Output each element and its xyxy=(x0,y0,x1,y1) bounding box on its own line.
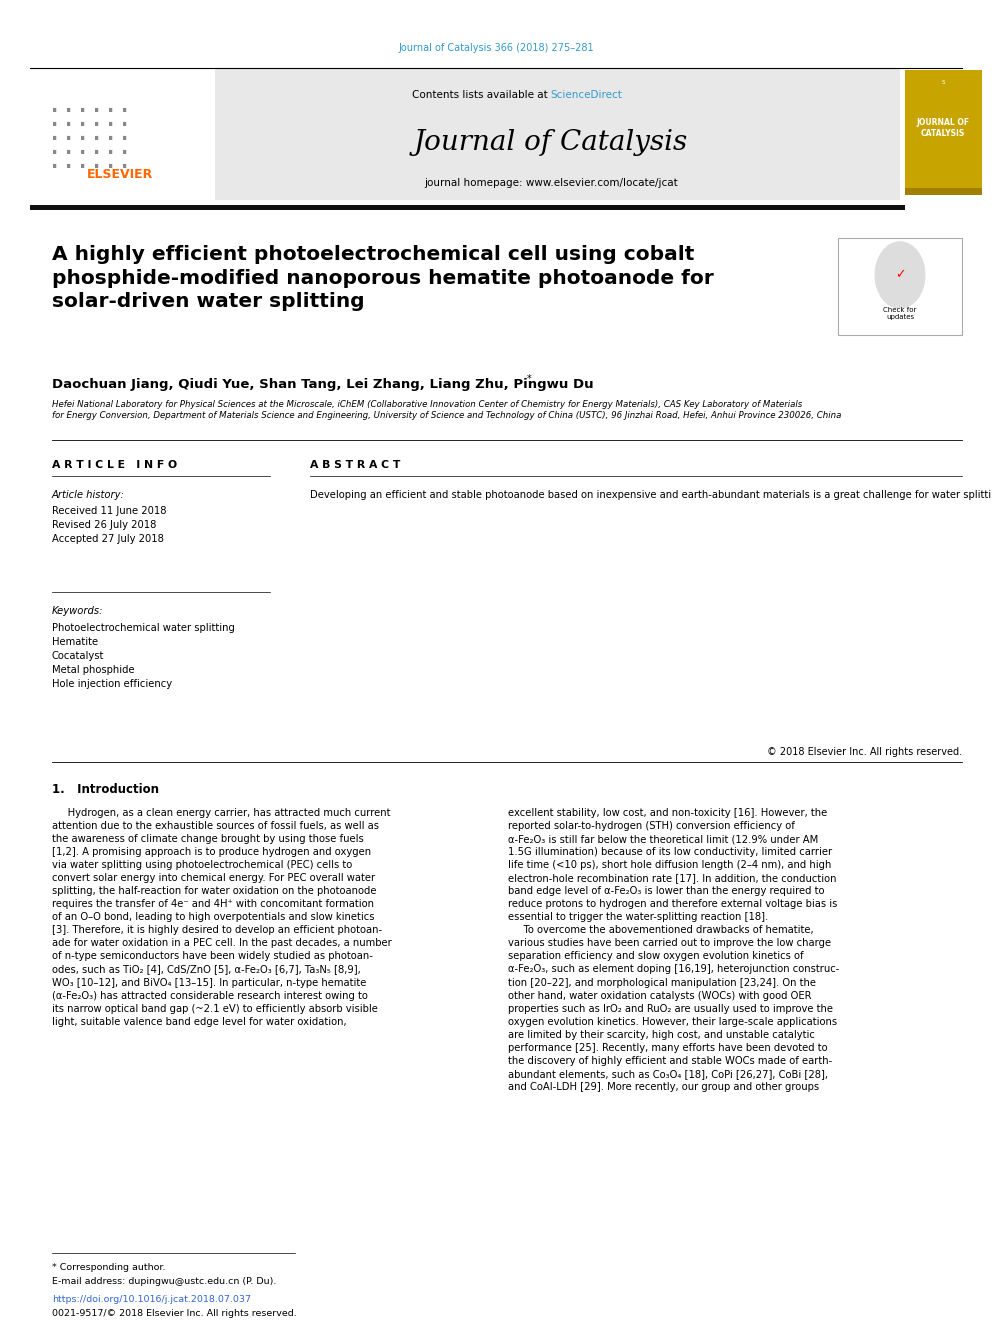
Text: journal homepage: www.elsevier.com/locate/jcat: journal homepage: www.elsevier.com/locat… xyxy=(424,179,678,188)
Text: excellent stability, low cost, and non-toxicity [16]. However, the
reported sola: excellent stability, low cost, and non-t… xyxy=(508,808,839,1091)
Text: █: █ xyxy=(54,108,57,112)
Text: █: █ xyxy=(67,122,70,126)
Text: █: █ xyxy=(109,164,112,168)
Text: █: █ xyxy=(81,108,84,112)
Text: Accepted 27 July 2018: Accepted 27 July 2018 xyxy=(52,534,164,544)
Text: 1.   Introduction: 1. Introduction xyxy=(52,783,159,796)
Text: Cocatalyst: Cocatalyst xyxy=(52,651,104,662)
Text: Developing an efficient and stable photoanode based on inexpensive and earth-abu: Developing an efficient and stable photo… xyxy=(310,490,992,500)
Text: █: █ xyxy=(81,122,84,126)
Text: Hydrogen, as a clean energy carrier, has attracted much current
attention due to: Hydrogen, as a clean energy carrier, has… xyxy=(52,808,392,1027)
Text: █: █ xyxy=(81,149,84,153)
Bar xyxy=(905,188,982,194)
Text: Hefei National Laboratory for Physical Sciences at the Microscale, iChEM (Collab: Hefei National Laboratory for Physical S… xyxy=(52,400,841,421)
Text: █: █ xyxy=(54,164,57,168)
Text: Hematite: Hematite xyxy=(52,636,98,647)
Text: A highly efficient photoelectrochemical cell using cobalt
phosphide-modified nan: A highly efficient photoelectrochemical … xyxy=(52,245,714,311)
Text: █: █ xyxy=(123,164,127,168)
Text: █: █ xyxy=(123,108,127,112)
Text: ScienceDirect: ScienceDirect xyxy=(551,90,622,101)
Text: Metal phosphide: Metal phosphide xyxy=(52,665,135,675)
Text: █: █ xyxy=(95,136,98,140)
Text: █: █ xyxy=(95,149,98,153)
Text: █: █ xyxy=(95,108,98,112)
Text: Article history:: Article history: xyxy=(52,490,125,500)
Text: * Corresponding author.: * Corresponding author. xyxy=(52,1263,166,1271)
Text: Contents lists available at: Contents lists available at xyxy=(412,90,551,101)
Bar xyxy=(905,70,982,194)
Bar xyxy=(30,67,215,200)
Text: 0021-9517/© 2018 Elsevier Inc. All rights reserved.: 0021-9517/© 2018 Elsevier Inc. All right… xyxy=(52,1308,297,1318)
Text: ✓: ✓ xyxy=(895,269,906,282)
Text: █: █ xyxy=(67,164,70,168)
Text: █: █ xyxy=(54,149,57,153)
Text: █: █ xyxy=(54,136,57,140)
Bar xyxy=(215,67,900,200)
Text: █: █ xyxy=(109,136,112,140)
Text: █: █ xyxy=(95,122,98,126)
Text: █: █ xyxy=(95,164,98,168)
Circle shape xyxy=(875,242,925,308)
Text: Revised 26 July 2018: Revised 26 July 2018 xyxy=(52,520,157,531)
Text: █: █ xyxy=(67,149,70,153)
Text: █: █ xyxy=(67,136,70,140)
Text: https://doi.org/10.1016/j.jcat.2018.07.037: https://doi.org/10.1016/j.jcat.2018.07.0… xyxy=(52,1295,251,1304)
Text: █: █ xyxy=(109,149,112,153)
Text: █: █ xyxy=(123,122,127,126)
Text: █: █ xyxy=(81,164,84,168)
Text: █: █ xyxy=(81,136,84,140)
Text: Daochuan Jiang, Qiudi Yue, Shan Tang, Lei Zhang, Liang Zhu, Pingwu Du: Daochuan Jiang, Qiudi Yue, Shan Tang, Le… xyxy=(52,378,593,392)
Text: JOURNAL OF
CATALYSIS: JOURNAL OF CATALYSIS xyxy=(917,118,969,138)
Text: █: █ xyxy=(67,108,70,112)
Text: A B S T R A C T: A B S T R A C T xyxy=(310,460,401,470)
Text: █: █ xyxy=(109,122,112,126)
Text: █: █ xyxy=(109,108,112,112)
Text: ELSEVIER: ELSEVIER xyxy=(87,168,153,181)
Text: Check for
updates: Check for updates xyxy=(883,307,917,319)
Bar xyxy=(838,238,962,335)
Text: Journal of Catalysis 366 (2018) 275–281: Journal of Catalysis 366 (2018) 275–281 xyxy=(398,44,594,53)
Text: E-mail address: dupingwu@ustc.edu.cn (P. Du).: E-mail address: dupingwu@ustc.edu.cn (P.… xyxy=(52,1277,277,1286)
Text: S: S xyxy=(941,79,944,85)
Text: Keywords:: Keywords: xyxy=(52,606,103,617)
Text: █: █ xyxy=(54,122,57,126)
Text: █: █ xyxy=(123,149,127,153)
Text: A R T I C L E   I N F O: A R T I C L E I N F O xyxy=(52,460,178,470)
Text: *: * xyxy=(527,374,532,384)
Text: © 2018 Elsevier Inc. All rights reserved.: © 2018 Elsevier Inc. All rights reserved… xyxy=(767,747,962,757)
Text: Received 11 June 2018: Received 11 June 2018 xyxy=(52,505,167,516)
Text: █: █ xyxy=(123,136,127,140)
Text: Photoelectrochemical water splitting: Photoelectrochemical water splitting xyxy=(52,623,235,632)
Bar xyxy=(30,205,905,210)
Text: Hole injection efficiency: Hole injection efficiency xyxy=(52,679,173,689)
Text: Journal of Catalysis: Journal of Catalysis xyxy=(414,130,687,156)
